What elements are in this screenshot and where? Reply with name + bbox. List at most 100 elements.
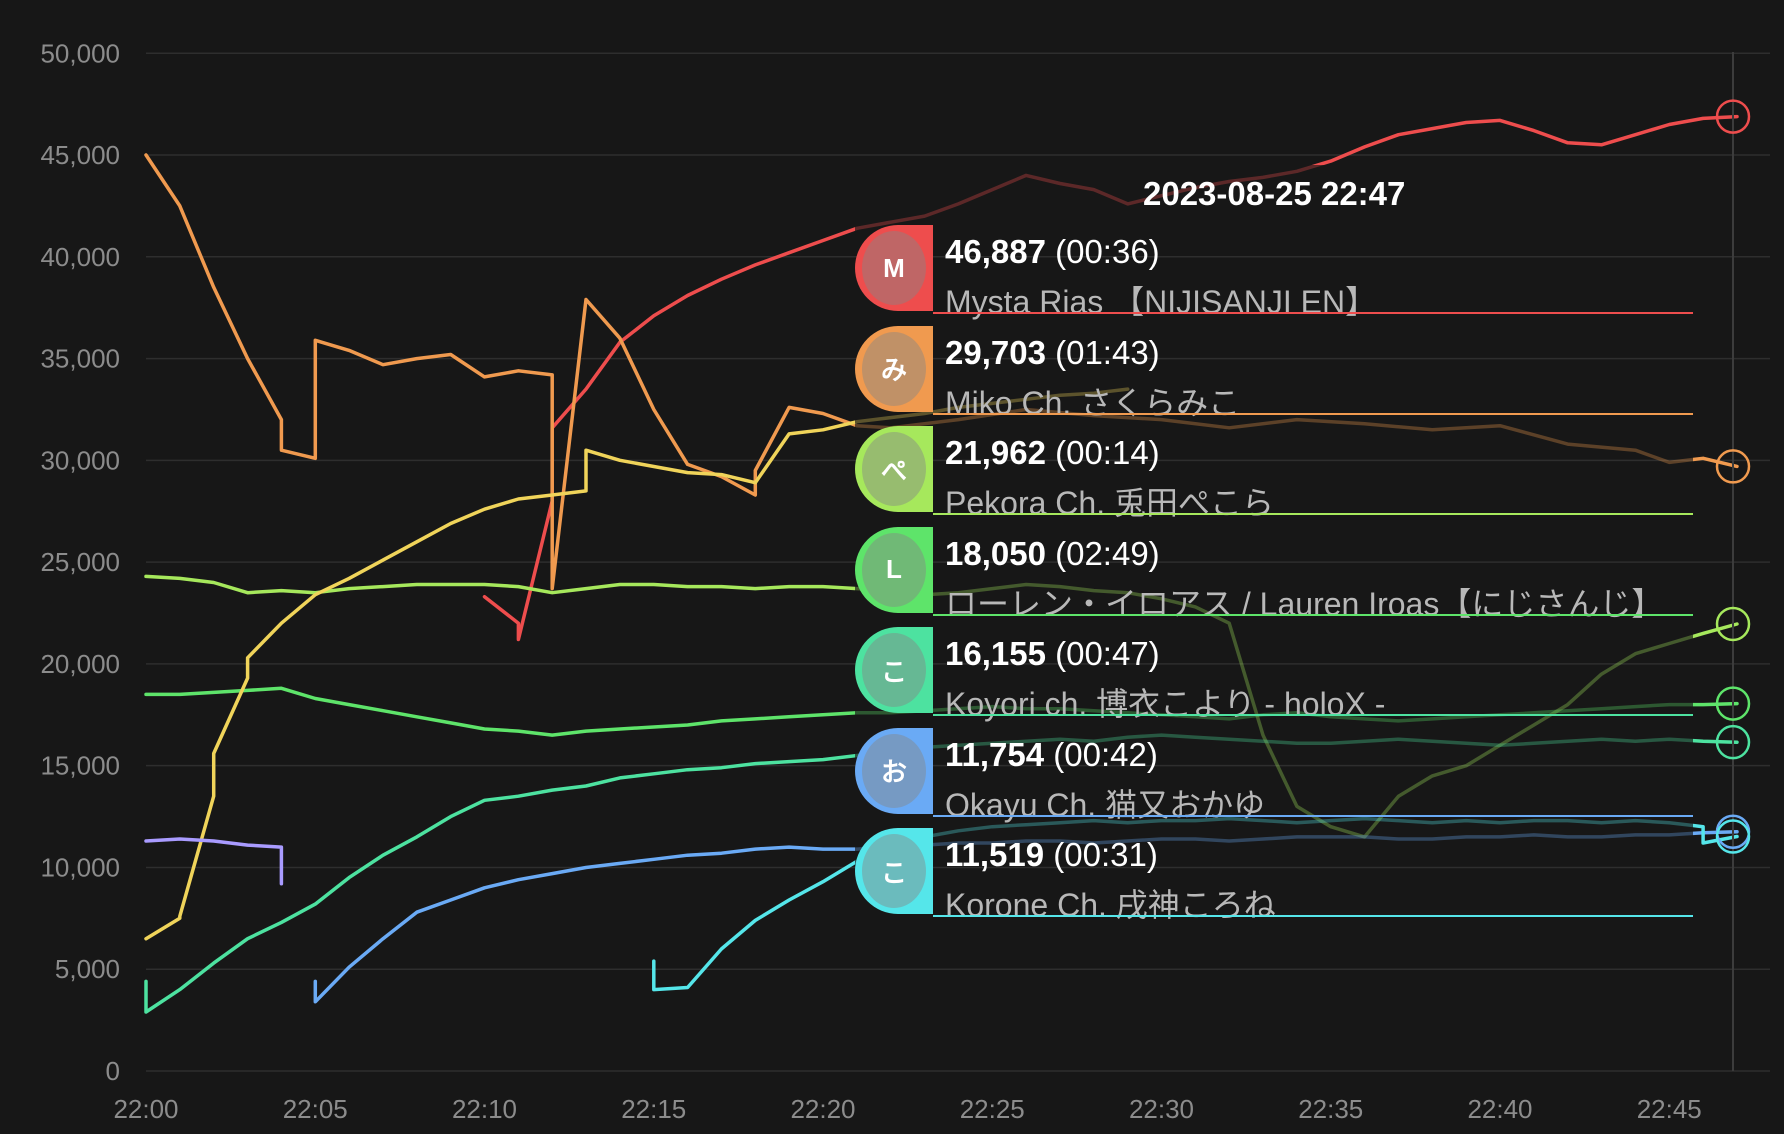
tooltip-row: こ 11,519 (00:31) Korone Ch. 戌神ころね (855, 826, 1693, 926)
miko-avatar-icon: み (862, 331, 926, 406)
tooltip-timestamp: 2023-08-25 22:47 (1143, 175, 1406, 212)
pekora-avatar-icon: ぺ (862, 432, 926, 506)
series-line-dimmed (855, 831, 1693, 851)
x-axis-ticks: 22:00 22:05 22:10 22:15 22:20 22:25 22:30 22:35… (113, 1094, 1701, 1124)
tooltip-value-line: 16,155 (00:47) (945, 635, 1160, 673)
tooltip-row-underline (933, 312, 1693, 314)
tooltip-value: 18,050 (945, 534, 1046, 572)
tooltip-channel-name: Korone Ch. 戌神ころね (945, 887, 1276, 923)
tooltip-duration: (00:47) (1055, 635, 1160, 672)
tooltip-duration: (00:36) (1055, 233, 1160, 270)
okayu-avatar-icon: お (862, 733, 926, 808)
end-marker-circle (1715, 724, 1751, 760)
tooltip-value: 11,754 (945, 735, 1045, 773)
x-tick-label: 22:35 (1298, 1094, 1363, 1124)
tooltip-channel-name: Okayu Ch. 猫又おかゆ (945, 786, 1266, 823)
tooltip-value: 16,155 (945, 635, 1046, 672)
tooltip-value: 11,519 (945, 836, 1045, 873)
x-tick-label: 22:10 (452, 1094, 517, 1124)
tooltip-row: こ 16,155 (00:47) Koyori ch. 博衣こより - holoX … (855, 625, 1693, 725)
series-line[interactable] (144, 387, 1130, 941)
tooltip-value-line: 18,050 (02:49) (945, 535, 1160, 573)
series-line[interactable] (144, 837, 284, 886)
tooltip-duration: (01:43) (1055, 333, 1160, 371)
series-line[interactable] (482, 114, 1739, 642)
avatar-initial: こ (880, 656, 907, 687)
y-tick-label: 15,000 (40, 751, 120, 781)
tooltip-row: L 18,050 (02:49) ローレン・イロアス / Lauren Iroas【… (855, 525, 1693, 625)
series-line[interactable] (144, 153, 1739, 591)
tooltip-value-line: 21,962 (00:14) (945, 434, 1160, 472)
tooltip-duration: (00:14) (1055, 434, 1160, 471)
x-tick-label: 22:05 (283, 1094, 348, 1124)
y-tick-label: 20,000 (40, 649, 120, 679)
mysta-avatar-icon: M (862, 231, 926, 305)
end-marker-circle (1715, 99, 1751, 134)
series-line-dimmed (855, 407, 1693, 465)
tooltip-duration: (00:31) (1053, 836, 1158, 873)
tooltip-value: 46,887 (945, 233, 1046, 270)
series-line[interactable] (652, 816, 1739, 992)
tooltip-row-underline (933, 915, 1693, 917)
avatar-initial: L (886, 554, 902, 584)
avatar: ぺ (855, 426, 933, 512)
series-line[interactable] (144, 574, 1739, 839)
tooltip-row: み 29,703 (01:43) Miko Ch. さくらみこ (855, 324, 1693, 424)
lauren-avatar-icon: L (862, 532, 926, 607)
avatar: M (855, 225, 933, 311)
y-tick-label: 25,000 (40, 547, 120, 577)
tooltip-row-underline (933, 513, 1693, 515)
series-line-dimmed (855, 582, 1693, 839)
series-line[interactable] (144, 686, 1739, 737)
avatar-initial: こ (880, 857, 907, 888)
x-tick-label: 22:20 (790, 1094, 855, 1124)
avatar: こ (855, 828, 933, 914)
tooltip-value-line: 29,703 (01:43) (945, 334, 1160, 372)
tooltip-channel-name: Pekora Ch. 兎田ぺこら (945, 485, 1274, 521)
grid-lines (146, 52, 1770, 1072)
tooltip-value-line: 46,887 (00:36) (945, 233, 1160, 271)
y-tick-label: 50,000 (40, 38, 120, 68)
y-axis-ticks: 0 5,000 10,000 15,000 20,000 25,000 30,000 35,0… (40, 38, 120, 1086)
x-tick-label: 22:15 (621, 1094, 686, 1124)
tooltip-row: M 46,887 (00:36) Mysta Rias 【NIJISANJI EN】 (855, 223, 1693, 323)
avatar-initial: ぺ (880, 455, 907, 486)
y-tick-label: 10,000 (40, 852, 120, 882)
end-marker-circle (1715, 686, 1751, 721)
koyori-avatar-icon: こ (862, 633, 926, 707)
y-tick-label: 30,000 (40, 445, 120, 475)
avatar-initial: み (880, 355, 907, 385)
series-line-visible[interactable] (144, 837, 284, 886)
series-line[interactable] (313, 829, 1739, 1004)
series-line-dimmed (855, 165, 1324, 231)
tooltip-value: 29,703 (945, 333, 1046, 371)
tooltip-duration: (00:42) (1053, 735, 1158, 773)
korone-avatar-icon: こ (862, 834, 926, 908)
tooltip-row-underline (933, 814, 1693, 817)
x-tick-label: 22:40 (1467, 1094, 1532, 1124)
y-tick-label: 35,000 (40, 344, 120, 374)
y-tick-label: 0 (106, 1056, 120, 1086)
avatar-initial: M (883, 252, 905, 283)
avatar: お (855, 727, 933, 814)
tooltip-row: ぺ 21,962 (00:14) Pekora Ch. 兎田ぺこら (855, 424, 1693, 524)
tooltip-value: 21,962 (945, 434, 1046, 471)
end-markers (1715, 99, 1751, 854)
tooltip-duration: (02:49) (1055, 534, 1160, 572)
tooltip-row-underline (933, 412, 1693, 415)
series-line-dimmed (855, 702, 1693, 723)
y-tick-label: 40,000 (40, 242, 120, 272)
y-tick-label: 5,000 (55, 954, 120, 984)
avatar: み (855, 325, 933, 412)
series-line-dimmed (855, 387, 1130, 424)
end-marker-circle (1715, 449, 1751, 484)
avatar: こ (855, 627, 933, 713)
tooltip-channel-name: Miko Ch. さくらみこ (945, 384, 1241, 421)
tooltip-row-underline (933, 613, 1693, 616)
tooltip-row: お 11,754 (00:42) Okayu Ch. 猫又おかゆ (855, 726, 1693, 826)
tooltip-value-line: 11,519 (00:31) (945, 836, 1158, 874)
x-tick-label: 22:25 (960, 1094, 1025, 1124)
avatar: L (855, 526, 933, 613)
x-tick-label: 22:30 (1129, 1094, 1194, 1124)
